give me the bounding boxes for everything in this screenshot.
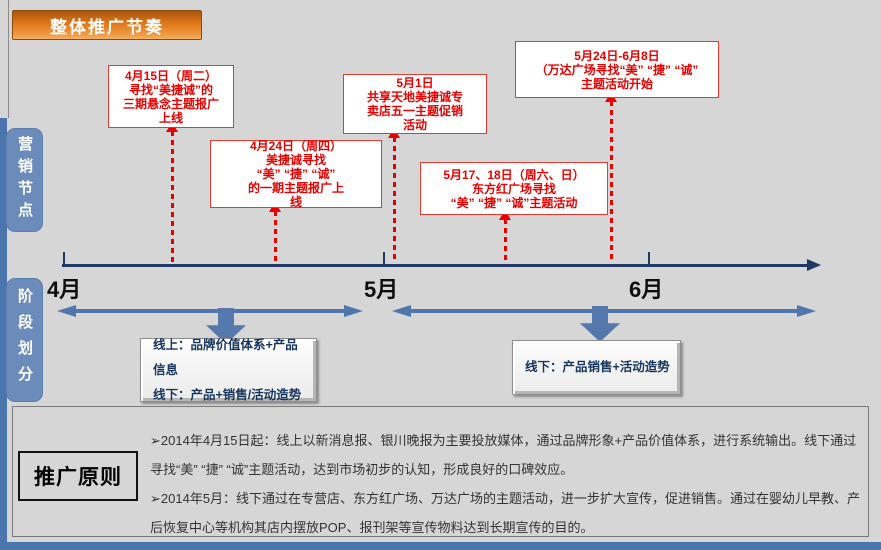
principles-text: ➢2014年4月15日起：线上以新消息报、银川晚报为主要投放媒体，通过品牌形象+… — [150, 426, 864, 542]
event-callout-may24-jun8-text: 5月24日-6月8日 （万达广场寻找“美” “捷” “诚” 主题活动开始 — [535, 48, 699, 91]
left-edge-line — [8, 0, 9, 118]
timeline-axis — [62, 259, 821, 271]
tab-phase-division-label: 阶段划分 — [16, 288, 33, 392]
event-callout-apr24-text: 4月24日（周四） 美捷诚寻找 “美” “捷” “诚” 的一期主题报广上 线 — [247, 139, 344, 209]
event-connector-arrow-2 — [269, 202, 281, 263]
principles-section — [12, 406, 869, 537]
phase-box-offline: 线下：产品销售+活动造势 — [512, 340, 681, 395]
phase-box-online-offline-text: 线上：品牌价值体系+产品信息 线下：产品+销售/活动造势 — [153, 337, 302, 402]
event-connector-arrow-3 — [388, 128, 400, 263]
timeline-tick-june — [648, 252, 650, 265]
event-callout-may17-18-text: 5月17、18日（周六、日） 东方红广场寻找 “美” “捷” “诚”主题活动 — [443, 167, 585, 210]
principles-label: 推广原则 — [34, 466, 122, 489]
month-label-may: 5月 — [364, 277, 399, 302]
tab-marketing-nodes: 营销节点 — [6, 128, 43, 232]
month-label-april: 4月 — [47, 277, 82, 302]
event-callout-may1: 5月1日 共享天地美捷诚专 卖店五一主题促销 活动 — [343, 74, 487, 134]
event-callout-may17-18: 5月17、18日（周六、日） 东方红广场寻找 “美” “捷” “诚”主题活动 — [420, 162, 608, 215]
timeline-tick-may — [383, 252, 385, 265]
slide-title-banner: 整体推广节奏 — [12, 10, 202, 40]
tab-marketing-nodes-label: 营销节点 — [16, 136, 33, 224]
principles-bullet-1: ➢2014年4月15日起：线上以新消息报、银川晚报为主要投放媒体，通过品牌形象+… — [150, 433, 857, 477]
tab-phase-division: 阶段划分 — [6, 278, 43, 402]
bottom-accent-bar — [0, 542, 881, 550]
principles-label-box: 推广原则 — [18, 451, 138, 501]
page-title: 整体推广节奏 — [50, 17, 164, 37]
event-callout-may24-jun8: 5月24日-6月8日 （万达广场寻找“美” “捷” “诚” 主题活动开始 — [515, 41, 719, 98]
event-connector-arrow-5 — [605, 92, 617, 263]
timeline-tick-april — [63, 252, 65, 265]
left-accent-strip — [0, 118, 7, 542]
principles-bullet-2: ➢2014年5月：线下通过在专营店、东方红广场、万达广场的主题活动，进一步扩大宣… — [150, 491, 861, 535]
phase-box-offline-text: 线下：产品销售+活动造势 — [525, 360, 670, 374]
event-connector-arrow-4 — [499, 210, 511, 263]
phase-range-arrow-1 — [57, 305, 363, 317]
event-callout-apr15: 4月15日（周二） 寻找“美捷诚”的 三期悬念主题报广 上线 — [108, 65, 234, 128]
phase-box-online-offline: 线上：品牌价值体系+产品信息 线下：产品+销售/活动造势 — [140, 338, 317, 402]
event-connector-arrow-1 — [166, 122, 178, 263]
event-callout-apr15-text: 4月15日（周二） 寻找“美捷诚”的 三期悬念主题报广 上线 — [122, 68, 219, 125]
month-label-june: 6月 — [629, 277, 664, 302]
event-callout-may1-text: 5月1日 共享天地美捷诚专 卖店五一主题促销 活动 — [366, 76, 463, 132]
event-callout-apr24: 4月24日（周四） 美捷诚寻找 “美” “捷” “诚” 的一期主题报广上 线 — [210, 139, 382, 209]
